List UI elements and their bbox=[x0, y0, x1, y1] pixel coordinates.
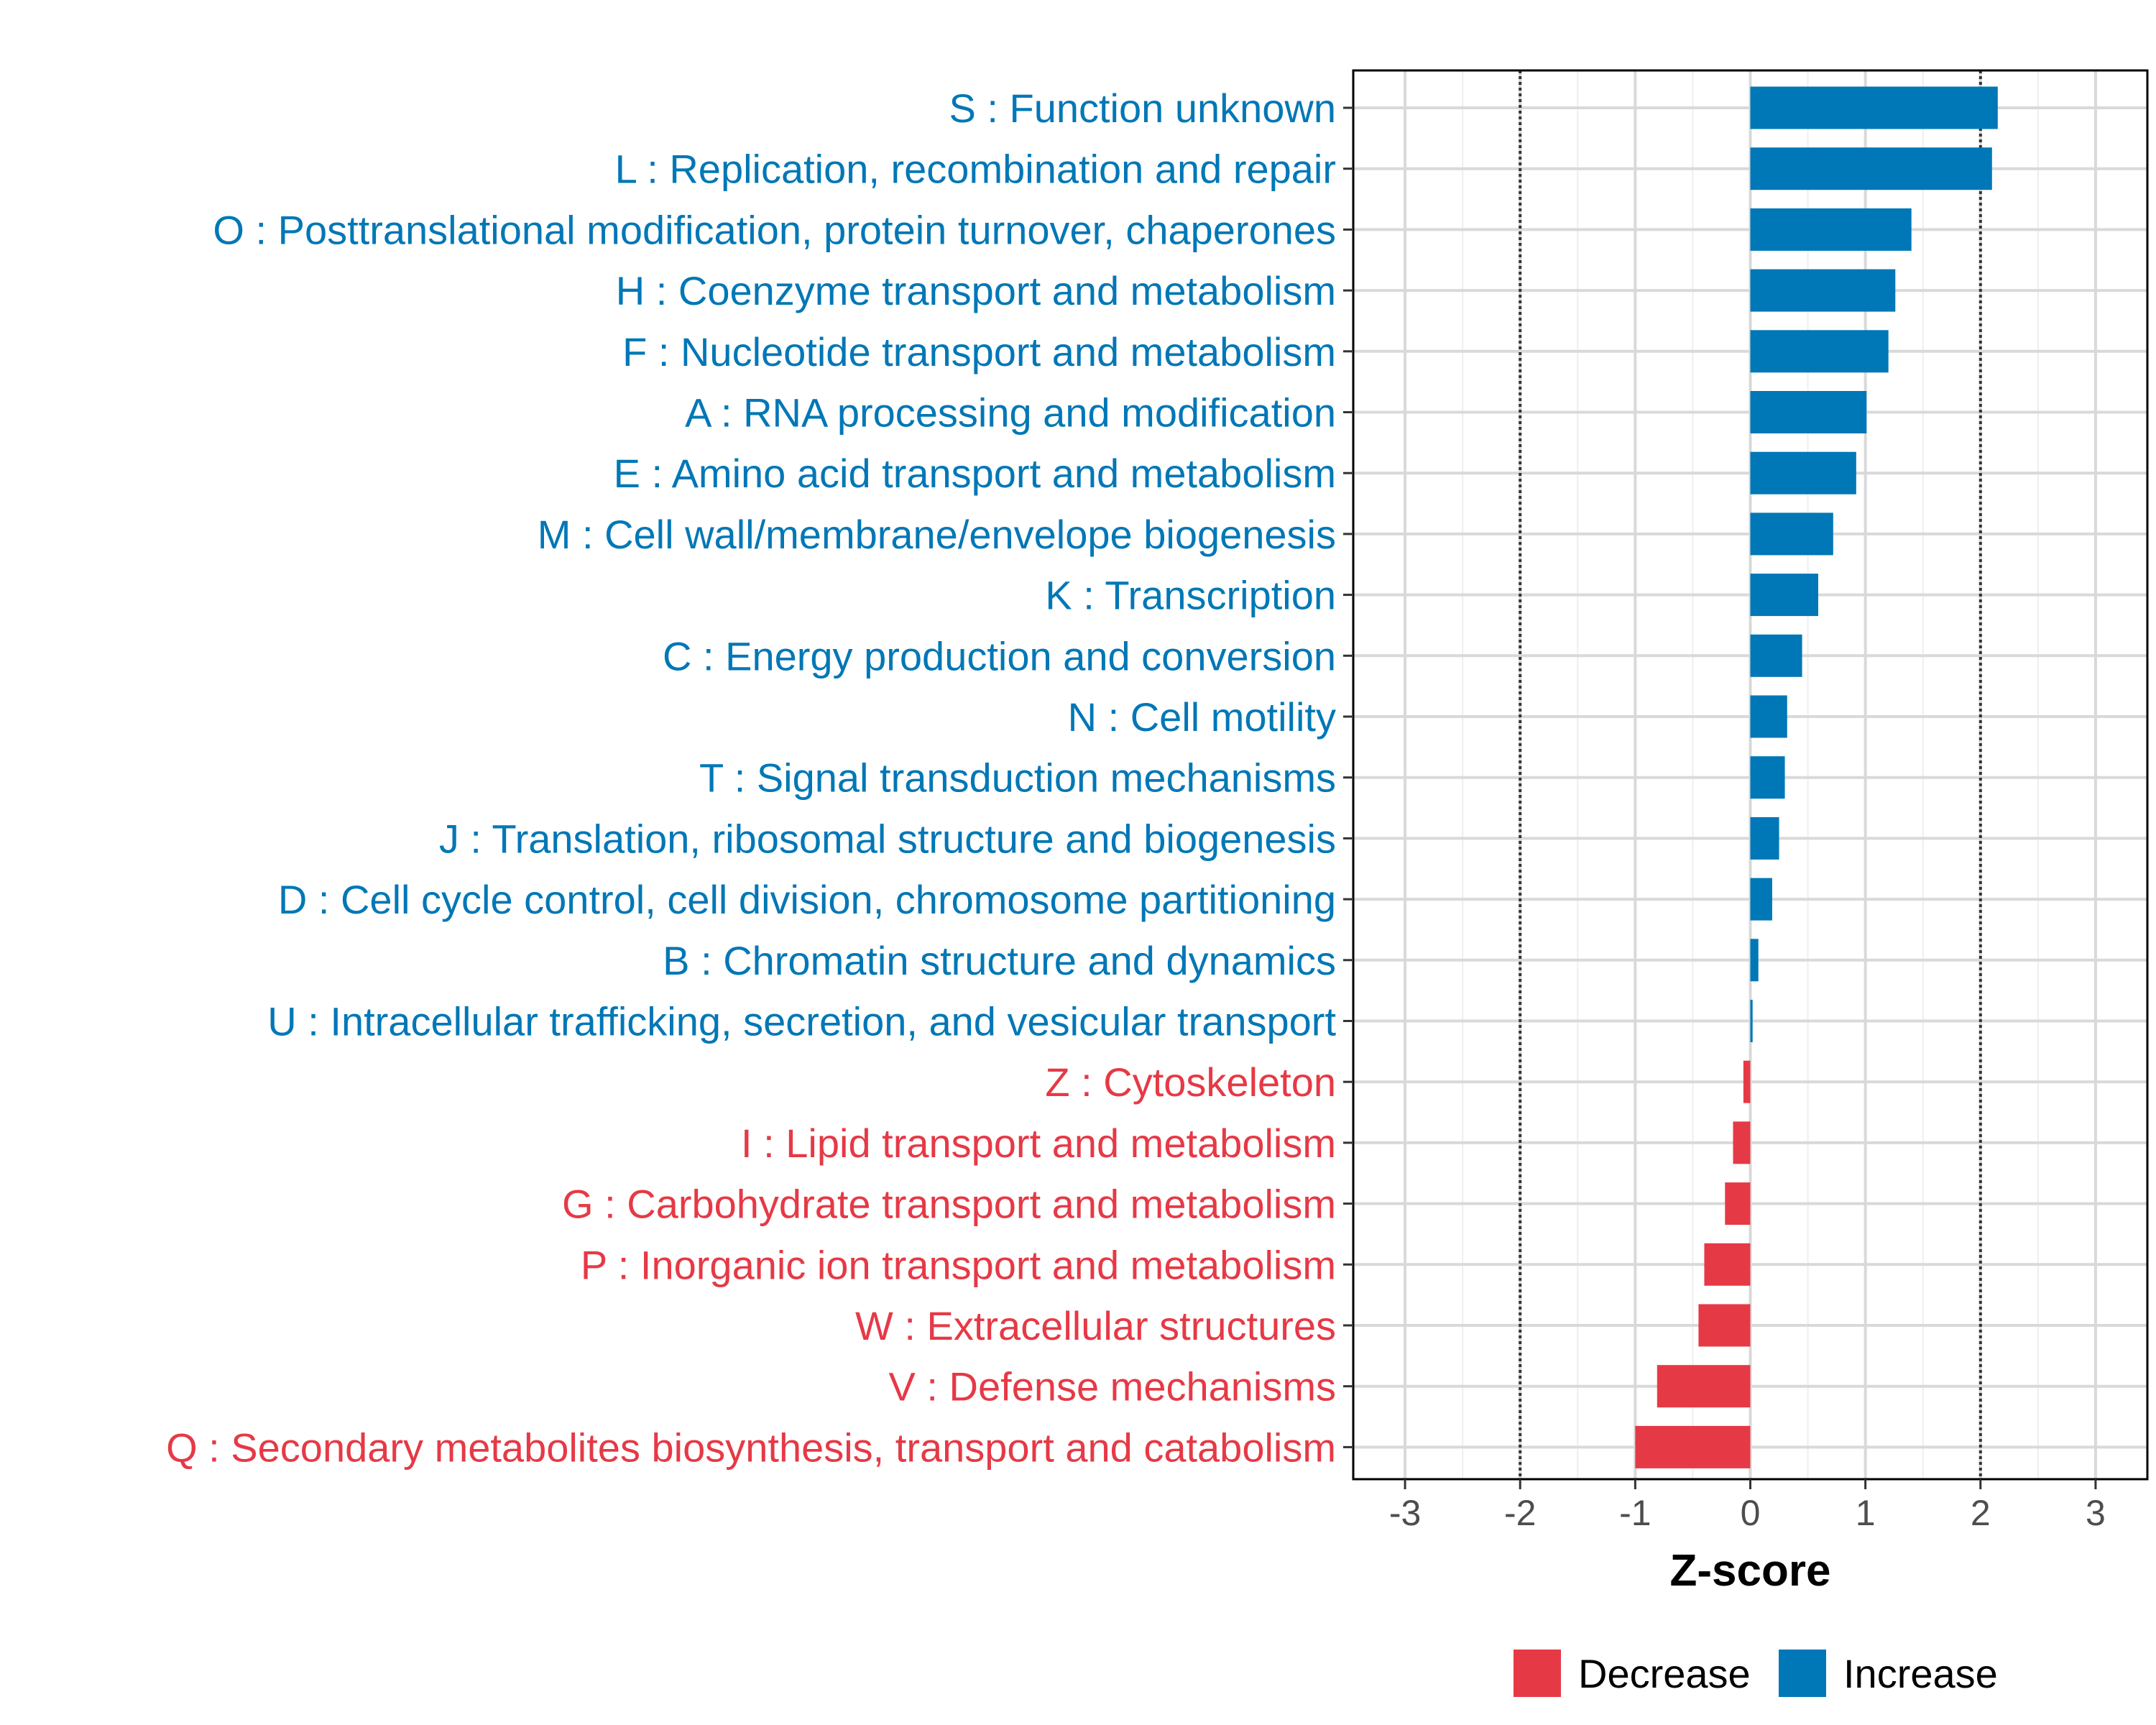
category-label: K : Transcription bbox=[1045, 573, 1336, 618]
x-tick-label: -2 bbox=[1504, 1493, 1536, 1533]
y-axis-ticks bbox=[1343, 106, 1353, 1448]
category-label: W : Extracellular structures bbox=[855, 1303, 1336, 1348]
bar-decrease bbox=[1725, 1182, 1751, 1225]
category-label: S : Function unknown bbox=[949, 86, 1336, 131]
category-label: U : Intracellular trafficking, secretion… bbox=[267, 999, 1336, 1044]
bar-increase bbox=[1750, 86, 1998, 129]
bar-increase bbox=[1750, 634, 1802, 677]
category-label: Q : Secondary metabolites biosynthesis, … bbox=[166, 1425, 1336, 1470]
category-label: E : Amino acid transport and metabolism bbox=[614, 451, 1336, 496]
category-label: C : Energy production and conversion bbox=[663, 633, 1336, 678]
category-label: A : RNA processing and modification bbox=[685, 390, 1336, 436]
legend-label-increase: Increase bbox=[1843, 1651, 1998, 1696]
bar-increase bbox=[1750, 695, 1787, 738]
bars bbox=[1635, 86, 1998, 1468]
category-label: F : Nucleotide transport and metabolism bbox=[622, 329, 1336, 374]
category-label: O : Posttranslational modification, prot… bbox=[213, 207, 1336, 252]
category-label: Z : Cytoskeleton bbox=[1045, 1059, 1336, 1105]
bar-increase bbox=[1750, 574, 1818, 617]
bar-increase bbox=[1750, 208, 1912, 251]
x-axis-title: Z-score bbox=[1670, 1546, 1831, 1596]
bar-increase bbox=[1750, 756, 1785, 799]
x-axis-ticks: -3 -2 -1 0 1 2 3 bbox=[1389, 1479, 2106, 1533]
bar-decrease bbox=[1704, 1243, 1751, 1286]
bar-increase bbox=[1750, 391, 1867, 433]
bar-increase bbox=[1750, 878, 1772, 921]
reference-lines bbox=[1519, 70, 1982, 1479]
x-tick-label: -3 bbox=[1389, 1493, 1421, 1533]
category-labels: S : Function unknown L : Replication, rec… bbox=[166, 86, 1336, 1470]
category-label: D : Cell cycle control, cell division, c… bbox=[278, 877, 1336, 922]
bar-decrease bbox=[1733, 1121, 1751, 1164]
x-tick-label: -1 bbox=[1619, 1493, 1651, 1533]
category-label: P : Inorganic ion transport and metaboli… bbox=[581, 1242, 1336, 1287]
category-label: T : Signal transduction mechanisms bbox=[699, 755, 1336, 801]
bar-decrease bbox=[1635, 1425, 1751, 1468]
bar-increase bbox=[1750, 269, 1896, 312]
category-label: I : Lipid transport and metabolism bbox=[741, 1121, 1336, 1166]
x-tick-label: 3 bbox=[2086, 1493, 2106, 1533]
legend: Decrease Increase bbox=[1514, 1650, 1998, 1697]
category-label: M : Cell wall/membrane/envelope biogenes… bbox=[538, 512, 1336, 557]
category-label: G : Carbohydrate transport and metabolis… bbox=[562, 1182, 1336, 1227]
x-tick-label: 1 bbox=[1856, 1493, 1876, 1533]
legend-label-decrease: Decrease bbox=[1578, 1651, 1751, 1696]
category-label: V : Defense mechanisms bbox=[889, 1364, 1336, 1409]
category-label: H : Coenzyme transport and metabolism bbox=[616, 268, 1336, 313]
bar-increase bbox=[1750, 939, 1759, 982]
legend-swatch-decrease bbox=[1514, 1650, 1561, 1697]
bar-decrease bbox=[1657, 1365, 1751, 1408]
bar-increase bbox=[1750, 451, 1856, 494]
bar-increase bbox=[1750, 512, 1833, 556]
bar-increase bbox=[1750, 1000, 1753, 1042]
bar-decrease bbox=[1743, 1060, 1751, 1103]
category-label: L : Replication, recombination and repai… bbox=[615, 147, 1336, 192]
bar-increase bbox=[1750, 816, 1779, 860]
category-label: N : Cell motility bbox=[1068, 694, 1336, 740]
bar-increase bbox=[1750, 147, 1992, 190]
x-tick-label: 2 bbox=[1971, 1493, 1991, 1533]
category-label: B : Chromatin structure and dynamics bbox=[663, 938, 1336, 983]
legend-swatch-increase bbox=[1779, 1650, 1826, 1697]
x-tick-label: 0 bbox=[1741, 1493, 1761, 1533]
category-label: J : Translation, ribosomal structure and… bbox=[439, 816, 1336, 861]
bar-increase bbox=[1750, 330, 1889, 373]
bar-decrease bbox=[1698, 1304, 1751, 1347]
